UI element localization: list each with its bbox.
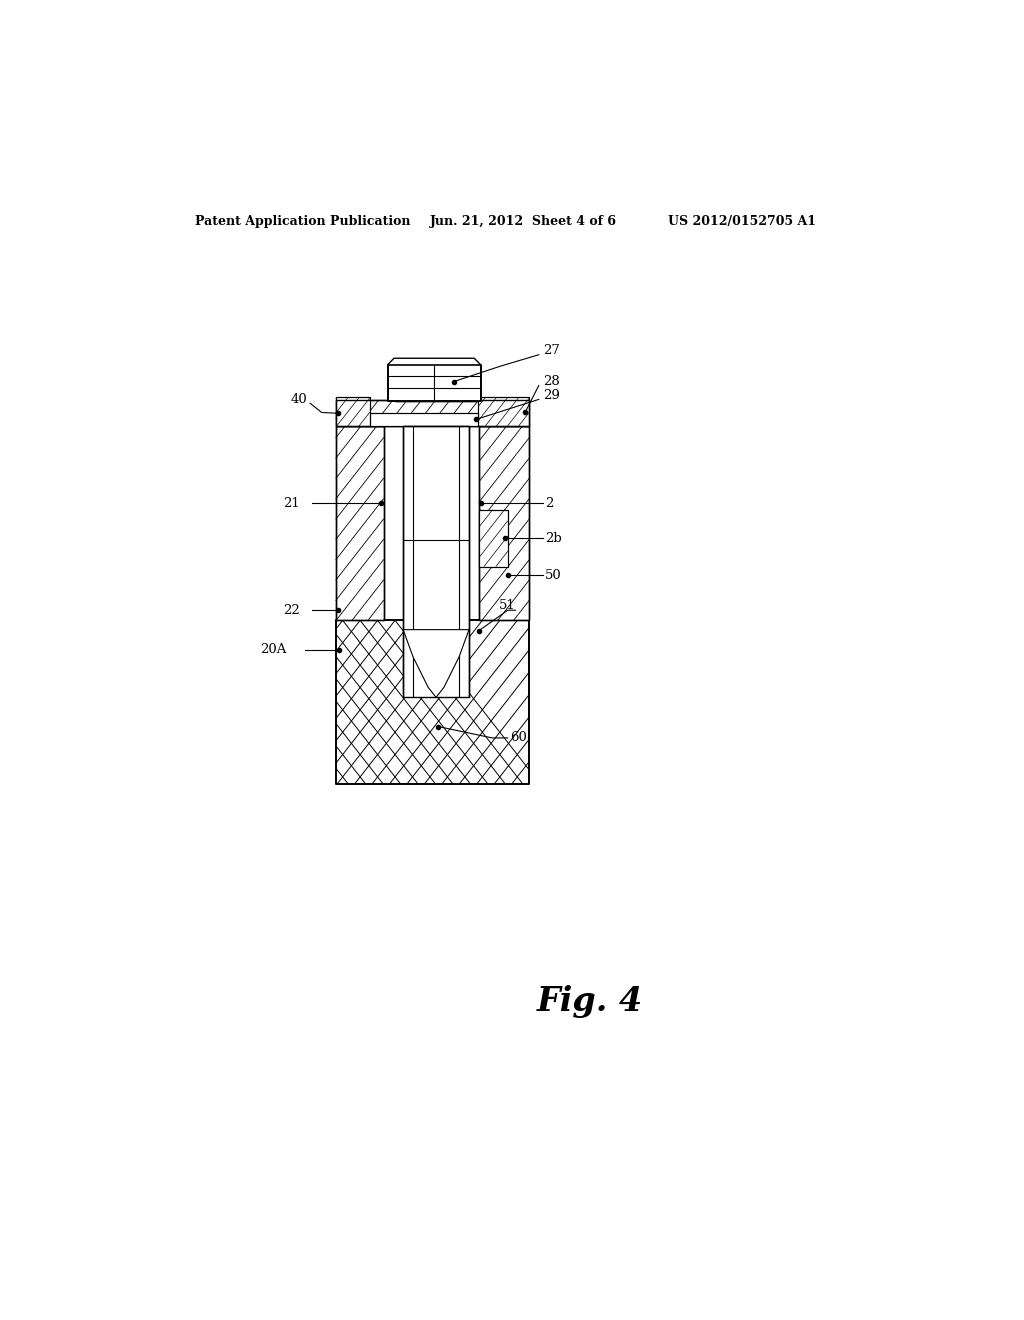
Text: Patent Application Publication: Patent Application Publication: [196, 215, 411, 228]
Text: Jun. 21, 2012  Sheet 4 of 6: Jun. 21, 2012 Sheet 4 of 6: [430, 215, 616, 228]
Bar: [388, 364, 480, 401]
Text: 20A: 20A: [260, 643, 286, 656]
Bar: [336, 397, 370, 426]
Text: 2b: 2b: [545, 532, 562, 545]
Text: 50: 50: [545, 569, 562, 582]
Bar: [403, 426, 469, 697]
Text: 51: 51: [499, 599, 515, 611]
Text: 40: 40: [291, 393, 307, 407]
Text: 28: 28: [543, 375, 559, 388]
Bar: [479, 426, 529, 620]
Text: 22: 22: [283, 603, 300, 616]
Text: 2: 2: [545, 496, 553, 510]
Text: US 2012/0152705 A1: US 2012/0152705 A1: [668, 215, 816, 228]
Text: Fig. 4: Fig. 4: [537, 985, 643, 1018]
Bar: [336, 400, 529, 426]
Bar: [370, 413, 478, 426]
Bar: [336, 426, 384, 620]
Text: 60: 60: [510, 731, 527, 744]
Text: 21: 21: [283, 496, 300, 510]
Bar: [336, 620, 529, 784]
Text: 27: 27: [543, 345, 559, 358]
Text: 29: 29: [543, 389, 559, 403]
Bar: [478, 397, 529, 426]
Bar: [479, 510, 508, 566]
Polygon shape: [403, 630, 469, 697]
